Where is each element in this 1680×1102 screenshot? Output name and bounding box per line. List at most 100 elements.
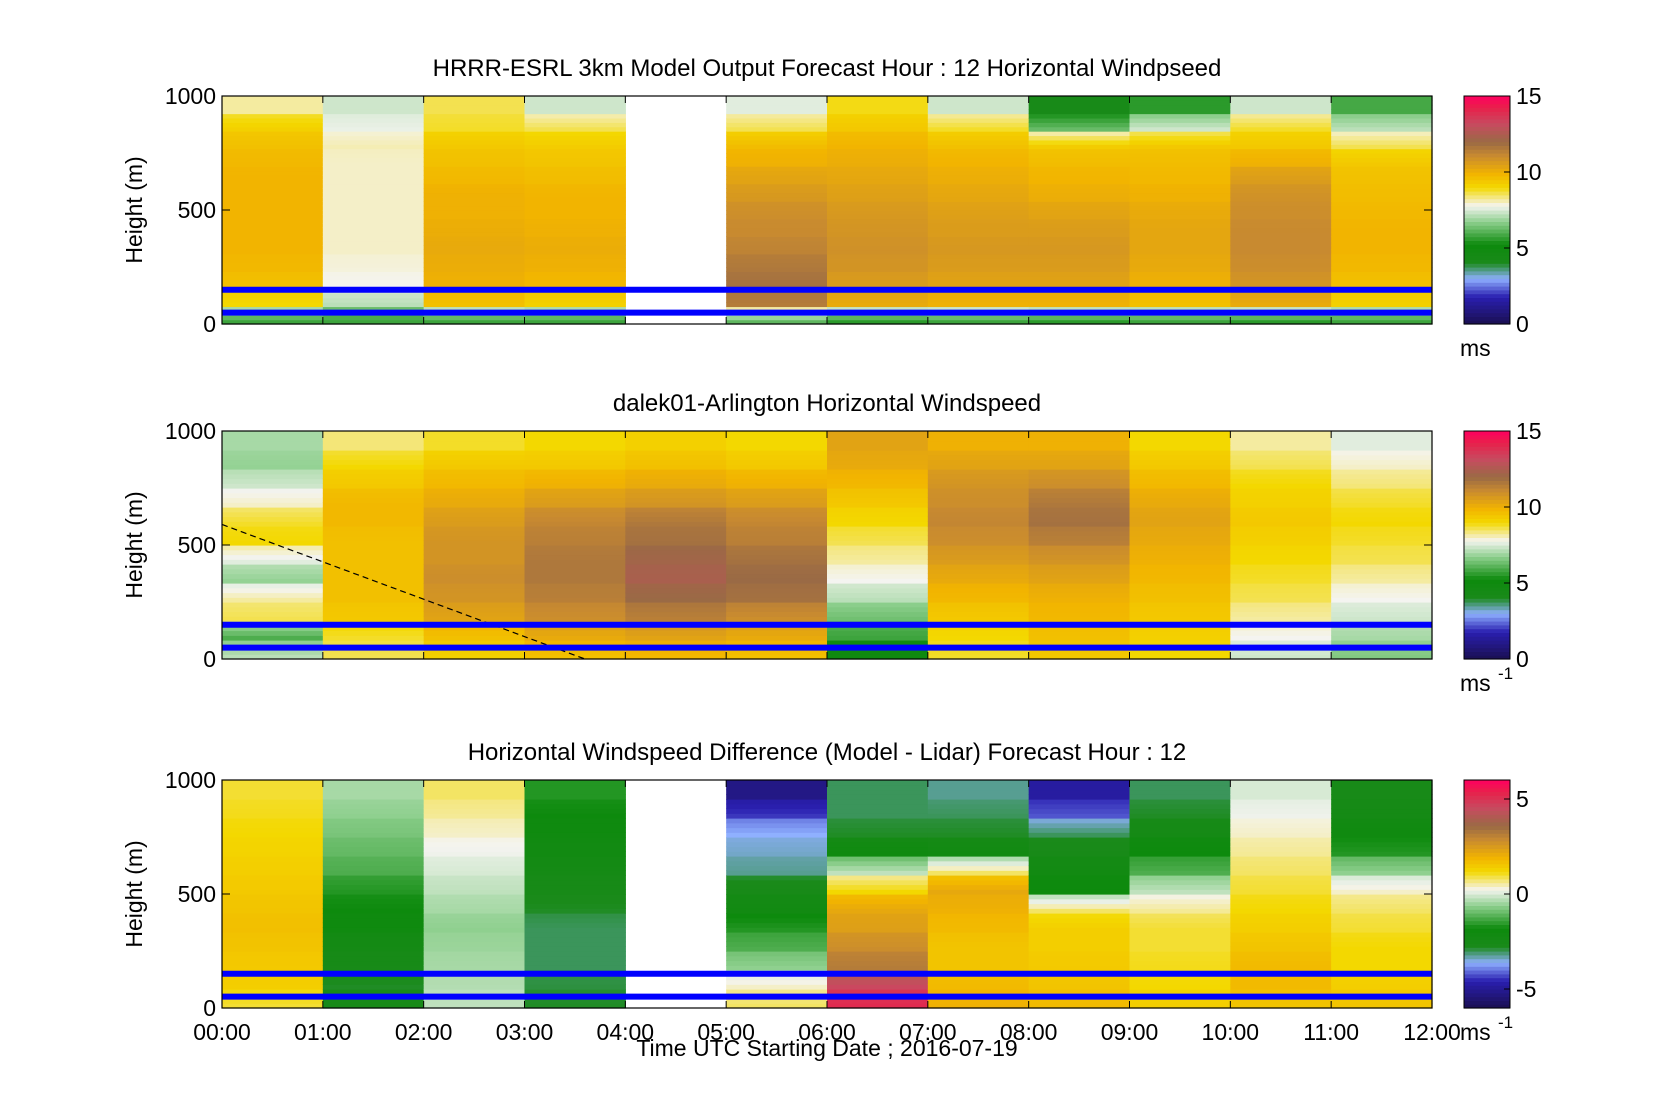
x-tick-label: 10:00	[1202, 1019, 1260, 1045]
heatmap-cell	[927, 431, 1030, 437]
x-tick-label: 05:00	[697, 1019, 755, 1045]
heatmap-cell	[827, 526, 929, 532]
heatmap-cell	[1028, 131, 1131, 137]
heatmap-cell	[726, 521, 828, 527]
heatmap-cell	[524, 894, 626, 900]
heatmap-cell	[1028, 578, 1131, 584]
heatmap-cells	[222, 780, 1433, 1009]
heatmap-cell	[1230, 789, 1332, 795]
heatmap-cell	[827, 889, 929, 895]
x-tick-label: 07:00	[899, 1019, 957, 1045]
heatmap-cell	[625, 502, 727, 508]
heatmap-cell	[423, 236, 526, 242]
heatmap-cell	[222, 568, 324, 575]
heatmap-cell	[222, 903, 324, 909]
heatmap-cell	[322, 635, 425, 641]
colorbar-swatch	[1464, 270, 1510, 276]
heatmap-cell	[322, 936, 425, 943]
heatmap-cell	[1230, 153, 1332, 158]
heatmap-cell	[1331, 879, 1433, 886]
heatmap-cell	[222, 139, 324, 145]
colorbar-swatch	[1464, 255, 1510, 260]
heatmap-cell	[1331, 218, 1433, 224]
heatmap-cell	[423, 188, 526, 194]
heatmap-cell	[1331, 117, 1433, 123]
colorbar-swatch	[1464, 977, 1510, 982]
heatmap-cell	[827, 161, 929, 167]
heatmap-cell	[322, 908, 425, 914]
heatmap-cell	[423, 955, 526, 962]
heatmap-cell	[524, 100, 626, 106]
colorbar-swatch	[1464, 248, 1510, 253]
heatmap-cell	[222, 530, 324, 537]
panel-title: dalek01-Arlington Horizontal Windspeed	[613, 390, 1041, 417]
heatmap-cell	[927, 196, 1030, 202]
heatmap-cell	[1230, 794, 1332, 800]
heatmap-cell	[1129, 649, 1231, 655]
heatmap-cell	[726, 227, 828, 233]
heatmap-cell	[1028, 573, 1131, 579]
x-tick-label: 01:00	[294, 1019, 352, 1045]
heatmap-cell	[423, 275, 526, 281]
heatmap-cell	[222, 965, 324, 971]
panels: HRRR-ESRL 3km Model Output Forecast Hour…	[121, 55, 1542, 1061]
heatmap-cell	[927, 236, 1030, 242]
heatmap-cell	[1028, 526, 1131, 532]
heatmap-cell	[625, 606, 727, 613]
heatmap-cell	[1129, 549, 1231, 556]
heatmap-cell	[423, 549, 526, 556]
heatmap-cell	[625, 592, 727, 598]
heatmap-cell	[222, 889, 324, 895]
heatmap-cell	[927, 602, 1030, 608]
heatmap-cell	[726, 236, 828, 242]
colorbar-swatch	[1464, 461, 1510, 466]
heatmap-cell	[625, 630, 727, 636]
heatmap-cell	[222, 502, 324, 508]
heatmap-cell	[322, 96, 425, 101]
heatmap-cell	[827, 258, 929, 264]
colorbar-swatch	[1464, 453, 1510, 459]
heatmap-cell	[1331, 201, 1433, 207]
heatmap-cell	[1230, 497, 1332, 503]
heatmap-cell	[1230, 240, 1332, 246]
heatmap-cell	[927, 549, 1030, 556]
heatmap-cell	[524, 611, 626, 617]
heatmap-cell	[423, 478, 526, 484]
heatmap-cell	[927, 865, 1030, 871]
heatmap-cell	[1230, 784, 1332, 791]
heatmap-cell	[222, 979, 324, 985]
heatmap-cell	[1129, 236, 1231, 242]
heatmap-cell	[927, 100, 1030, 106]
heatmap-cell	[927, 564, 1030, 570]
heatmap-cell	[927, 913, 1030, 919]
heatmap-cell	[1028, 927, 1131, 933]
heatmap-cell	[524, 789, 626, 795]
heatmap-cell	[322, 135, 425, 141]
heatmap-cell	[423, 780, 526, 786]
colorbar-swatch	[1464, 833, 1510, 838]
heatmap-cell	[1028, 856, 1131, 862]
heatmap-cell	[423, 267, 526, 272]
heatmap-cell	[726, 135, 828, 141]
heatmap-cell	[222, 851, 324, 857]
heatmap-cell	[927, 271, 1030, 277]
heatmap-cell	[222, 153, 324, 158]
heatmap-cell	[927, 511, 1030, 518]
heatmap-cell	[1331, 231, 1433, 237]
heatmap-cell	[726, 201, 828, 207]
heatmap-cell	[827, 1003, 929, 1009]
colorbar-swatch	[1464, 905, 1510, 910]
heatmap-cell	[322, 214, 425, 220]
x-tick-label: 00:00	[193, 1019, 251, 1045]
heatmap-cell	[322, 794, 425, 800]
heatmap-cell	[1331, 227, 1433, 233]
heatmap-cell	[625, 554, 727, 560]
heatmap-cell	[827, 122, 929, 128]
heatmap-cell	[524, 913, 626, 919]
colorbar-swatch	[1464, 491, 1510, 497]
heatmap-cell	[827, 879, 929, 886]
heatmap-cell	[524, 602, 626, 608]
heatmap-cell	[927, 227, 1030, 233]
heatmap-cell	[827, 794, 929, 800]
colorbar-swatch	[1464, 859, 1510, 865]
